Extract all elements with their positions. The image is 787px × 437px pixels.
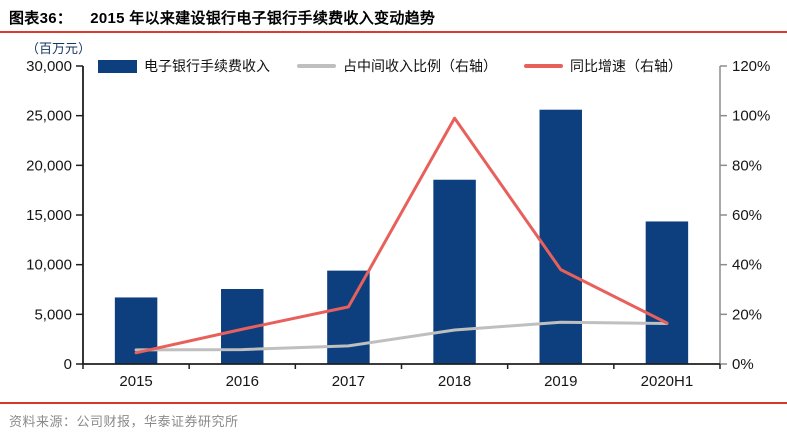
legend-label: 电子银行手续费收入 — [144, 60, 270, 75]
legend-item-growth: 同比增速（右轴） — [524, 56, 682, 76]
right-axis-tick-label: 80% — [732, 157, 762, 174]
chart-legend: 电子银行手续费收入 占中间收入比例（右轴） 同比增速（右轴） — [98, 56, 682, 76]
legend-line-swatch-gray — [297, 64, 336, 68]
right-axis-tick-label: 120% — [732, 58, 770, 75]
legend-bar-swatch — [98, 59, 137, 73]
left-axis-tick-label: 10,000 — [26, 257, 72, 274]
right-axis-tick-label: 0% — [732, 356, 754, 373]
bar-2017 — [327, 270, 370, 364]
source-note: 资料来源：公司财报，华泰证券研究所 — [9, 414, 239, 429]
left-axis-tick-label: 0 — [64, 356, 72, 373]
legend-label: 同比增速（右轴） — [570, 60, 682, 75]
left-axis-tick-label: 15,000 — [26, 207, 72, 224]
x-axis-label-2020H1: 2020H1 — [641, 373, 694, 390]
title-underline-rule — [0, 31, 787, 33]
x-axis-label-2016: 2016 — [226, 373, 259, 390]
x-axis-label-2015: 2015 — [119, 373, 152, 390]
left-axis-unit-label: （百万元） — [26, 41, 92, 56]
left-axis-tick-label: 30,000 — [26, 58, 72, 75]
figure-title-text: 2015 年以来建设银行电子银行手续费收入变动趋势 — [90, 10, 436, 27]
footer-rule — [0, 402, 787, 404]
right-axis-tick-label: 100% — [732, 108, 770, 125]
legend-label: 占中间收入比例（右轴） — [343, 60, 497, 75]
x-axis-label-2017: 2017 — [332, 373, 365, 390]
ratio-line — [134, 320, 669, 352]
right-axis-tick-label: 20% — [732, 306, 762, 323]
left-axis-tick-label: 25,000 — [26, 108, 72, 125]
bar-2018 — [433, 179, 476, 364]
growth-line — [134, 116, 669, 355]
legend-item-fee-income: 电子银行手续费收入 — [98, 56, 270, 76]
bar-2020H1 — [645, 221, 689, 364]
figure-number-label: 图表36： — [9, 10, 73, 27]
legend-line-swatch-red — [524, 64, 563, 68]
x-axis-label-2019: 2019 — [544, 373, 577, 390]
left-axis-tick-label: 5,000 — [34, 306, 72, 323]
left-axis-tick-label: 20,000 — [26, 157, 72, 174]
right-axis-tick-label: 60% — [732, 207, 762, 224]
x-axis-label-2018: 2018 — [438, 373, 471, 390]
bar-2019 — [539, 109, 582, 364]
figure-title: 图表36： 2015 年以来建设银行电子银行手续费收入变动趋势 — [9, 7, 779, 28]
legend-item-ratio: 占中间收入比例（右轴） — [297, 56, 497, 76]
right-axis-tick-label: 40% — [732, 257, 762, 274]
